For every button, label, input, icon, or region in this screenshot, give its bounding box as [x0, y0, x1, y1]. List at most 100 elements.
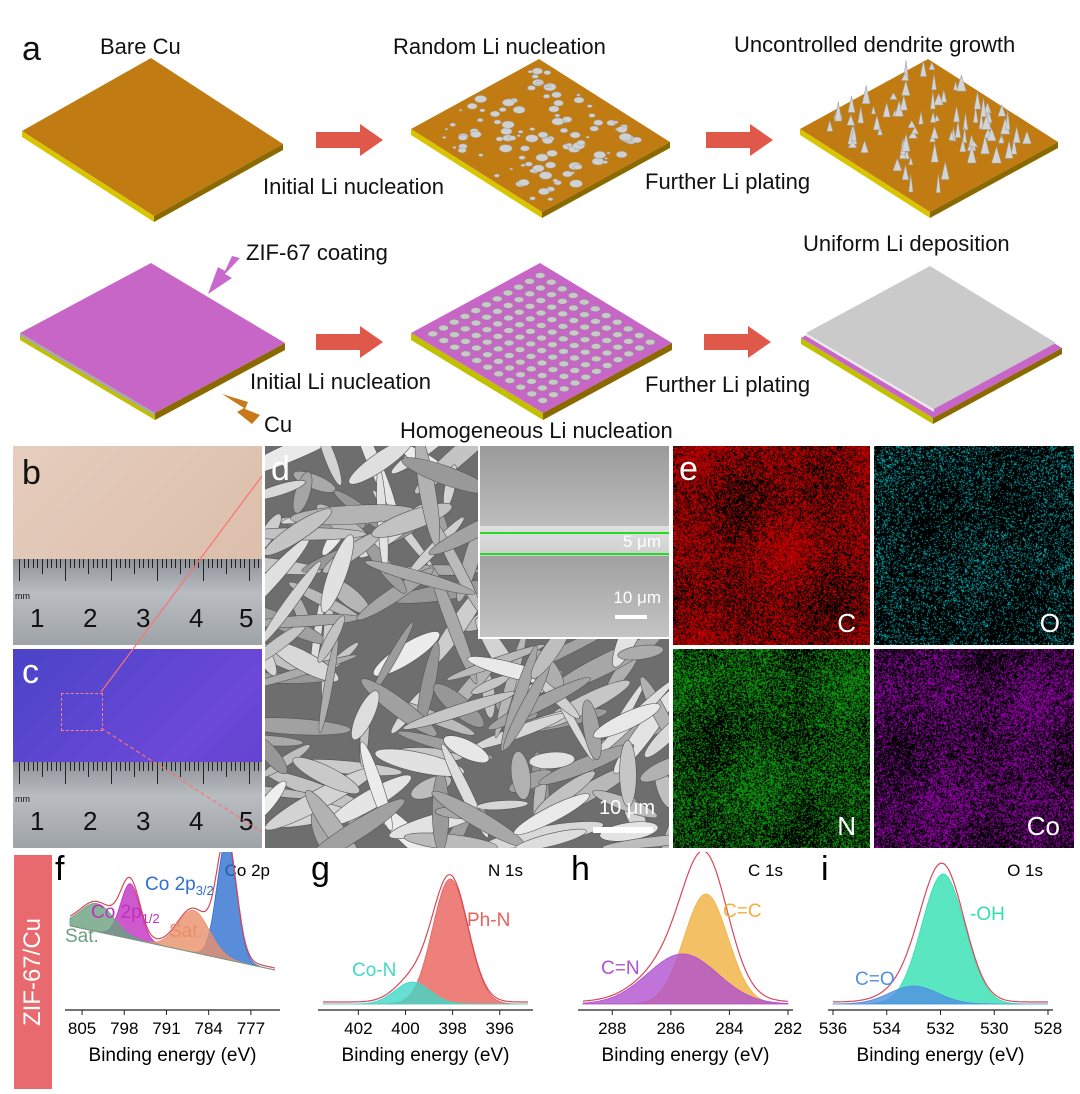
li-nucleus — [551, 91, 562, 99]
li-nucleus-uniform — [569, 367, 581, 374]
sem-flake — [639, 755, 669, 783]
xps-title: N 1s — [488, 861, 523, 880]
ruler-tick — [180, 762, 181, 777]
li-dendrite — [978, 111, 984, 130]
li-dendrite — [940, 161, 950, 180]
li-nucleus-uniform — [481, 326, 493, 333]
ruler-tick — [124, 559, 126, 568]
ruler-tick — [221, 762, 223, 771]
li-nucleus-uniform — [612, 331, 623, 338]
li-dendrite — [962, 112, 969, 131]
li-nucleus-uniform — [557, 298, 568, 305]
li-dendrite — [877, 126, 883, 136]
ruler-tick — [249, 559, 250, 581]
li-nucleus-uniform — [567, 292, 579, 299]
sem-flake — [602, 833, 669, 848]
eds-map-n-noise — [673, 649, 870, 848]
li-nucleus — [544, 84, 551, 88]
li-nucleus-uniform — [601, 362, 613, 369]
li-nucleus-uniform — [558, 385, 570, 393]
li-nucleus — [527, 70, 533, 74]
element-label-c: C — [837, 608, 856, 638]
ruler-tick — [253, 559, 255, 568]
li-nucleus — [604, 157, 608, 160]
ruler-tick — [230, 762, 232, 771]
peak-label-co2p32: Co 2p3/2 — [145, 874, 214, 898]
li-nucleus-uniform — [612, 343, 624, 351]
li-nucleus-uniform — [558, 373, 570, 380]
li-dendrite — [931, 73, 937, 91]
x-tick-label: 402 — [344, 1019, 372, 1038]
li-nucleus-uniform — [546, 316, 558, 323]
sem-flake — [303, 798, 405, 848]
li-nucleus-uniform — [579, 323, 591, 331]
li-nucleus — [539, 171, 553, 180]
li-nucleus — [562, 170, 573, 178]
li-nucleus — [548, 105, 560, 113]
label-initial-1: Initial Li nucleation — [263, 174, 445, 199]
li-nucleus — [449, 122, 456, 127]
li-nucleus — [569, 131, 581, 139]
ruler-tick — [19, 762, 20, 784]
li-nucleus — [589, 125, 599, 132]
li-dendrite — [991, 145, 1002, 164]
li-nucleus — [591, 157, 605, 166]
li-nucleus — [442, 136, 447, 139]
x-tick-label: 805 — [68, 1019, 96, 1038]
peak-label-co2p12: Co 2p1/2 — [91, 902, 160, 926]
ruler-tick — [111, 762, 112, 784]
li-nucleus — [538, 187, 550, 196]
label-initial-2: Initial Li nucleation — [250, 369, 432, 394]
li-nucleus — [489, 110, 501, 118]
li-nucleus-uniform — [590, 318, 601, 325]
li-nucleus-uniform — [459, 325, 471, 333]
li-nucleus — [569, 179, 583, 188]
eds-map-c: e C — [673, 446, 870, 645]
li-dendrite — [857, 106, 864, 124]
li-dendrite — [826, 119, 834, 132]
li-nucleus-uniform — [438, 337, 450, 344]
li-nucleus-uniform — [513, 308, 525, 316]
ruler-number: 2 — [83, 603, 98, 633]
li-nucleus — [502, 98, 515, 107]
ruler-tick — [157, 762, 158, 784]
xps-title: C 1s — [748, 861, 783, 880]
ruler-number: 1 — [30, 603, 45, 633]
li-nucleus-uniform — [492, 320, 504, 328]
bare-cu-plate — [22, 58, 283, 222]
ruler-tick — [258, 762, 260, 771]
li-dendrite — [907, 119, 917, 128]
ruler-tick — [37, 762, 39, 771]
li-nucleus-uniform — [569, 354, 580, 362]
li-nucleus-uniform — [492, 345, 504, 353]
ruler-tick — [157, 559, 158, 581]
ruler-tick — [235, 559, 237, 568]
li-nucleus — [573, 164, 583, 170]
ruler-tick — [207, 559, 209, 568]
li-nucleus — [444, 127, 449, 131]
li-nucleus — [500, 127, 513, 135]
ruler-tick — [92, 559, 94, 568]
ruler-tick — [51, 559, 53, 568]
ruler-tick — [212, 762, 214, 771]
li-dendrite — [997, 135, 1005, 144]
label-cu: Cu — [264, 412, 293, 437]
li-dendrite — [850, 125, 857, 141]
li-nucleus — [545, 161, 557, 169]
x-tick-label: 288 — [598, 1019, 626, 1038]
li-dendrite — [892, 157, 903, 172]
panel-letter-i: i — [821, 852, 829, 888]
li-nucleus — [499, 107, 507, 112]
x-tick-label: 532 — [926, 1019, 954, 1038]
ruler-tick — [203, 762, 204, 784]
ruler-tick — [184, 762, 186, 771]
li-nucleus-uniform — [492, 308, 503, 315]
li-nucleus — [587, 104, 593, 108]
ruler-tick — [55, 762, 57, 771]
sem-flake — [317, 615, 345, 663]
li-nucleus — [520, 163, 526, 167]
sample-side-label: ZIF-67/Cu — [14, 855, 52, 1089]
uniform-plate — [801, 266, 1062, 424]
li-nucleus — [542, 93, 551, 99]
ruler-tick — [92, 762, 94, 771]
